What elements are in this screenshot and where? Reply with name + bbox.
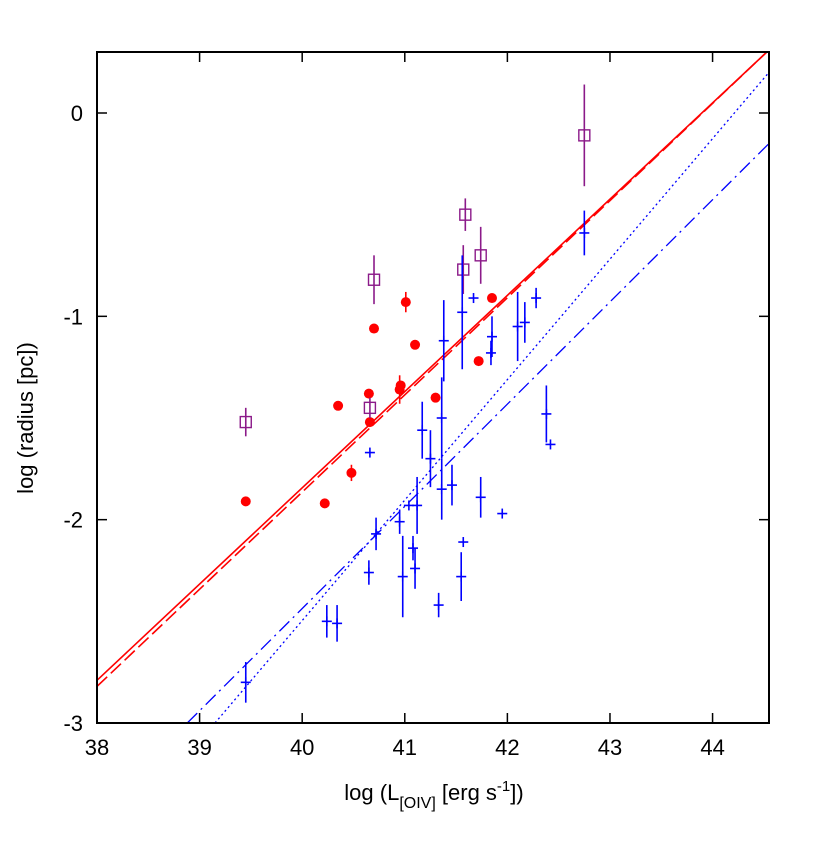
data-point <box>579 210 590 256</box>
marker-square <box>457 263 470 276</box>
plot-frame <box>96 51 770 724</box>
fit-line-dotted <box>214 71 769 723</box>
fit-line-dash-dot <box>186 143 769 723</box>
marker-circle <box>319 498 330 509</box>
data-point <box>475 476 486 518</box>
data-point <box>425 430 436 488</box>
x-tick-label: 41 <box>393 735 417 760</box>
marker-circle <box>363 388 374 399</box>
data-point <box>364 447 375 458</box>
data-point <box>459 198 472 231</box>
fit-line-dashed <box>97 52 769 687</box>
data-point <box>395 380 406 391</box>
marker-circle <box>346 467 357 478</box>
data-point <box>541 385 552 443</box>
marker-square <box>367 273 381 286</box>
data-point <box>412 476 423 534</box>
data-point <box>468 293 479 304</box>
y-tick-label: 0 <box>71 101 83 126</box>
data-point <box>433 592 444 618</box>
data-point <box>397 535 408 618</box>
data-point <box>346 464 357 482</box>
data-point <box>456 552 467 601</box>
data-point <box>486 293 497 304</box>
data-point <box>436 458 447 520</box>
x-tick-label: 44 <box>700 735 724 760</box>
series-open-square <box>239 84 591 437</box>
x-tick-label: 39 <box>187 735 211 760</box>
data-point <box>457 255 468 370</box>
marker-circle <box>333 400 344 411</box>
data-point <box>369 323 380 334</box>
data-point <box>363 560 374 585</box>
data-point <box>410 339 421 350</box>
data-point <box>371 517 382 551</box>
data-point <box>319 498 330 509</box>
data-point <box>519 302 530 343</box>
marker-circle <box>410 339 421 350</box>
marker-square <box>578 129 591 142</box>
data-point <box>363 388 374 399</box>
data-point <box>578 84 591 187</box>
data-point <box>486 316 497 357</box>
marker-circle <box>395 380 406 391</box>
data-point <box>446 464 457 506</box>
x-axis-label: log (L[OIV] [erg s-1]) <box>344 778 523 812</box>
data-point <box>364 417 375 428</box>
y-tick-label: -2 <box>63 508 83 533</box>
data-point <box>332 605 343 642</box>
data-point <box>407 535 418 561</box>
y-tick-label: -3 <box>63 711 83 736</box>
data-point <box>474 226 487 284</box>
marker-circle <box>400 297 411 308</box>
data-point <box>436 377 447 459</box>
data-point <box>485 340 496 366</box>
data-point <box>333 400 344 411</box>
x-tick-label: 38 <box>85 735 109 760</box>
marker-circle <box>430 392 441 403</box>
y-axis-label: log (radius [pc]) <box>13 342 38 494</box>
data-point <box>363 397 377 418</box>
data-point <box>473 356 484 367</box>
plot-area <box>97 52 769 723</box>
series-filled-circle <box>240 291 497 509</box>
marker-circle <box>486 293 497 304</box>
x-tick-label: 43 <box>598 735 622 760</box>
marker-circle <box>473 356 484 367</box>
data-point <box>400 291 411 313</box>
data-point <box>497 508 508 519</box>
data-point <box>239 407 252 437</box>
data-point <box>531 287 542 309</box>
marker-circle <box>369 323 380 334</box>
data-point <box>512 291 523 362</box>
x-tick-label: 42 <box>495 735 519 760</box>
data-point <box>417 401 428 459</box>
axes: 38 39 40 41 42 43 44 -3 -2 -1 0 <box>63 51 770 760</box>
data-point <box>394 509 405 534</box>
data-point <box>545 439 556 450</box>
data-point <box>430 392 441 403</box>
marker-circle <box>364 417 375 428</box>
data-point <box>410 548 421 589</box>
data-point <box>240 662 251 703</box>
marker-square <box>459 208 472 221</box>
data-point <box>321 605 332 638</box>
data-point <box>458 537 469 548</box>
y-tick-label: -1 <box>63 304 83 329</box>
marker-square <box>239 415 252 429</box>
marker-square <box>363 401 377 415</box>
data-point <box>438 300 449 382</box>
data-point <box>367 255 381 305</box>
series-plus <box>240 210 590 703</box>
data-point <box>240 496 251 507</box>
data-point <box>457 245 470 294</box>
marker-square <box>474 249 487 262</box>
marker-circle <box>240 496 251 507</box>
x-tick-label: 40 <box>290 735 314 760</box>
